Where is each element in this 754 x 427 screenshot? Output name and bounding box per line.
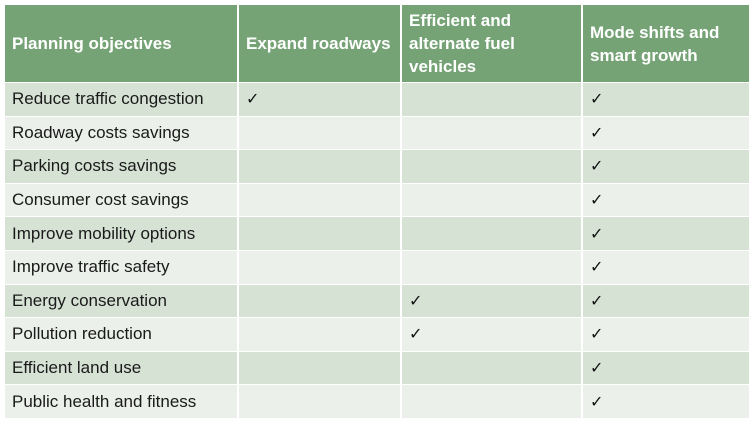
- checkmark-icon: ✓: [590, 122, 604, 142]
- planning-objectives-table: Planning objectives Expand roadways Effi…: [5, 5, 749, 419]
- checkmark-icon: ✓: [409, 324, 423, 344]
- check-cell: [401, 249, 583, 285]
- table-row: Efficient land use ✓: [5, 350, 749, 385]
- check-cell: ✓: [582, 350, 749, 385]
- check-cell: ✓: [582, 317, 749, 352]
- table-row: Improve traffic safety ✓: [5, 249, 749, 285]
- check-cell: [238, 384, 402, 419]
- checkmark-icon: ✓: [590, 257, 604, 277]
- check-cell: ✓: [582, 182, 749, 217]
- check-cell: [401, 350, 583, 385]
- checkmark-icon: ✓: [590, 391, 604, 411]
- check-cell: [401, 182, 583, 217]
- table-row: Improve mobility options ✓: [5, 216, 749, 251]
- check-cell: ✓: [401, 317, 583, 352]
- checkmark-icon: ✓: [590, 156, 604, 176]
- header-expand-roadways: Expand roadways: [238, 5, 402, 83]
- check-cell: ✓: [582, 82, 749, 117]
- check-cell: ✓: [582, 249, 749, 285]
- table-row: Parking costs savings ✓: [5, 149, 749, 184]
- objective-cell: Improve mobility options: [5, 216, 239, 251]
- header-row: Planning objectives Expand roadways Effi…: [5, 5, 749, 83]
- check-cell: [401, 216, 583, 251]
- header-planning-objectives: Planning objectives: [5, 5, 239, 83]
- table-row: Consumer cost savings ✓: [5, 182, 749, 217]
- objective-cell: Roadway costs savings: [5, 115, 239, 150]
- objective-cell: Public health and fitness: [5, 384, 239, 419]
- checkmark-icon: ✓: [590, 223, 604, 243]
- check-cell: [238, 182, 402, 217]
- check-cell: [401, 115, 583, 150]
- objective-cell: Efficient land use: [5, 350, 239, 385]
- check-cell: [401, 149, 583, 184]
- check-cell: [401, 82, 583, 117]
- table-row: Reduce traffic congestion ✓ ✓: [5, 82, 749, 117]
- checkmark-icon: ✓: [590, 358, 604, 378]
- objective-cell: Parking costs savings: [5, 149, 239, 184]
- header-efficient-vehicles: Efficient and alternate fuel vehicles: [401, 5, 583, 83]
- table-row: Roadway costs savings ✓: [5, 115, 749, 150]
- checkmark-icon: ✓: [246, 89, 260, 109]
- table-row: Pollution reduction ✓ ✓: [5, 317, 749, 352]
- check-cell: [238, 350, 402, 385]
- checkmark-icon: ✓: [409, 290, 423, 310]
- check-cell: ✓: [582, 384, 749, 419]
- objectives-table-container: Planning objectives Expand roadways Effi…: [5, 5, 749, 419]
- objective-cell: Improve traffic safety: [5, 249, 239, 285]
- objective-cell: Energy conservation: [5, 283, 239, 318]
- check-cell: [238, 317, 402, 352]
- table-row: Energy conservation ✓ ✓: [5, 283, 749, 318]
- objective-cell: Reduce traffic congestion: [5, 82, 239, 117]
- checkmark-icon: ✓: [590, 324, 604, 344]
- objective-cell: Consumer cost savings: [5, 182, 239, 217]
- check-cell: [238, 283, 402, 318]
- checkmark-icon: ✓: [590, 89, 604, 109]
- check-cell: ✓: [582, 115, 749, 150]
- check-cell: ✓: [238, 82, 402, 117]
- check-cell: ✓: [582, 149, 749, 184]
- check-cell: ✓: [401, 283, 583, 318]
- check-cell: [238, 249, 402, 285]
- objective-cell: Pollution reduction: [5, 317, 239, 352]
- check-cell: [238, 149, 402, 184]
- check-cell: ✓: [582, 283, 749, 318]
- check-cell: [401, 384, 583, 419]
- check-cell: [238, 216, 402, 251]
- check-cell: [238, 115, 402, 150]
- table-body: Reduce traffic congestion ✓ ✓ Roadway costs…: [5, 82, 749, 419]
- checkmark-icon: ✓: [590, 290, 604, 310]
- check-cell: ✓: [582, 216, 749, 251]
- table-row: Public health and fitness ✓: [5, 384, 749, 419]
- header-mode-shifts: Mode shifts and smart growth: [582, 5, 749, 83]
- checkmark-icon: ✓: [590, 190, 604, 210]
